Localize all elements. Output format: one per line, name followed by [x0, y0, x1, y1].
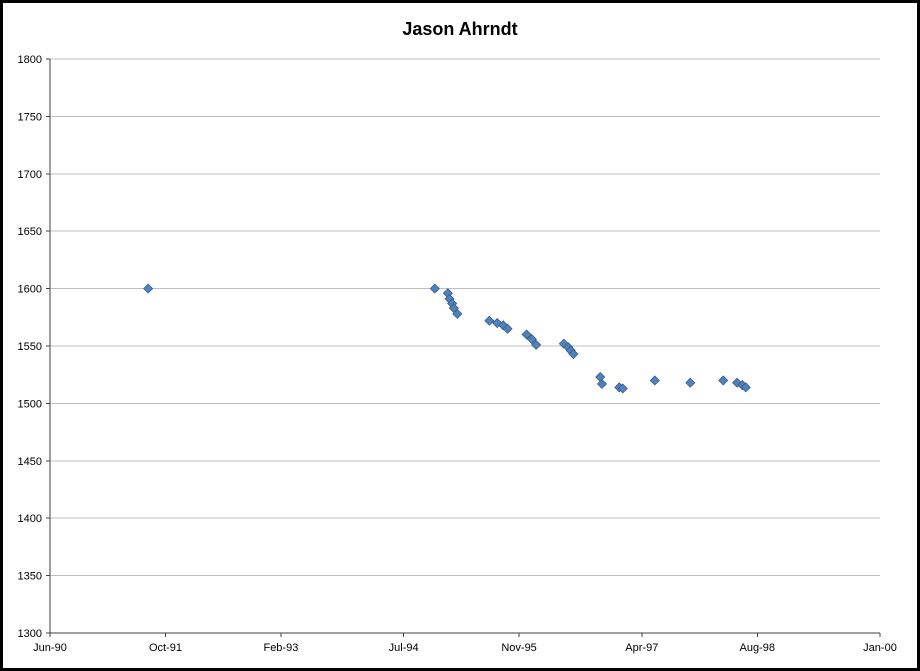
y-tick-label: 1500: [18, 398, 42, 410]
data-point: [649, 375, 660, 386]
scatter-plot: 1300 1350 1400 1450 1500 1550 1600 1650 1700 1750…: [18, 54, 897, 654]
data-point: [521, 329, 532, 340]
y-tick-label: 1700: [18, 169, 42, 181]
data-point: [685, 377, 696, 388]
data-point: [526, 334, 537, 345]
y-tick-label: 1400: [18, 513, 42, 525]
y-tick-label: 1450: [18, 456, 42, 468]
chart-title: Jason Ahrndt: [402, 19, 518, 39]
data-point: [531, 339, 542, 350]
x-tick-label: Jan-00: [863, 642, 897, 654]
x-tick-label: Oct-91: [149, 642, 182, 654]
y-tick-label: 1350: [18, 571, 42, 583]
y-tick-label: 1600: [18, 284, 42, 296]
data-point: [596, 378, 608, 389]
data-point: [502, 323, 513, 334]
x-tick-label: Apr-97: [625, 642, 658, 654]
data-point: [484, 315, 495, 326]
y-tick-label: 1800: [18, 54, 42, 66]
x-tick-label: Nov-95: [501, 642, 536, 654]
x-tick-label: Aug-98: [740, 642, 775, 654]
data-point: [732, 377, 743, 388]
x-tick-label: Jun-90: [33, 642, 67, 654]
data-point: [429, 283, 440, 294]
data-point: [568, 348, 579, 360]
data-point: [617, 383, 628, 394]
data-point: [740, 382, 751, 393]
data-point: [143, 283, 154, 294]
data-point: [595, 371, 606, 383]
y-tick-label: 1550: [18, 341, 42, 353]
x-tick-label: Jul-94: [389, 642, 419, 654]
x-tick-label: Feb-93: [263, 642, 298, 654]
y-tick-label: 1300: [18, 628, 42, 640]
data-point: [718, 375, 729, 386]
y-tick-label: 1750: [18, 111, 42, 123]
data-point: [452, 308, 463, 319]
y-tick-label: 1650: [18, 226, 42, 238]
